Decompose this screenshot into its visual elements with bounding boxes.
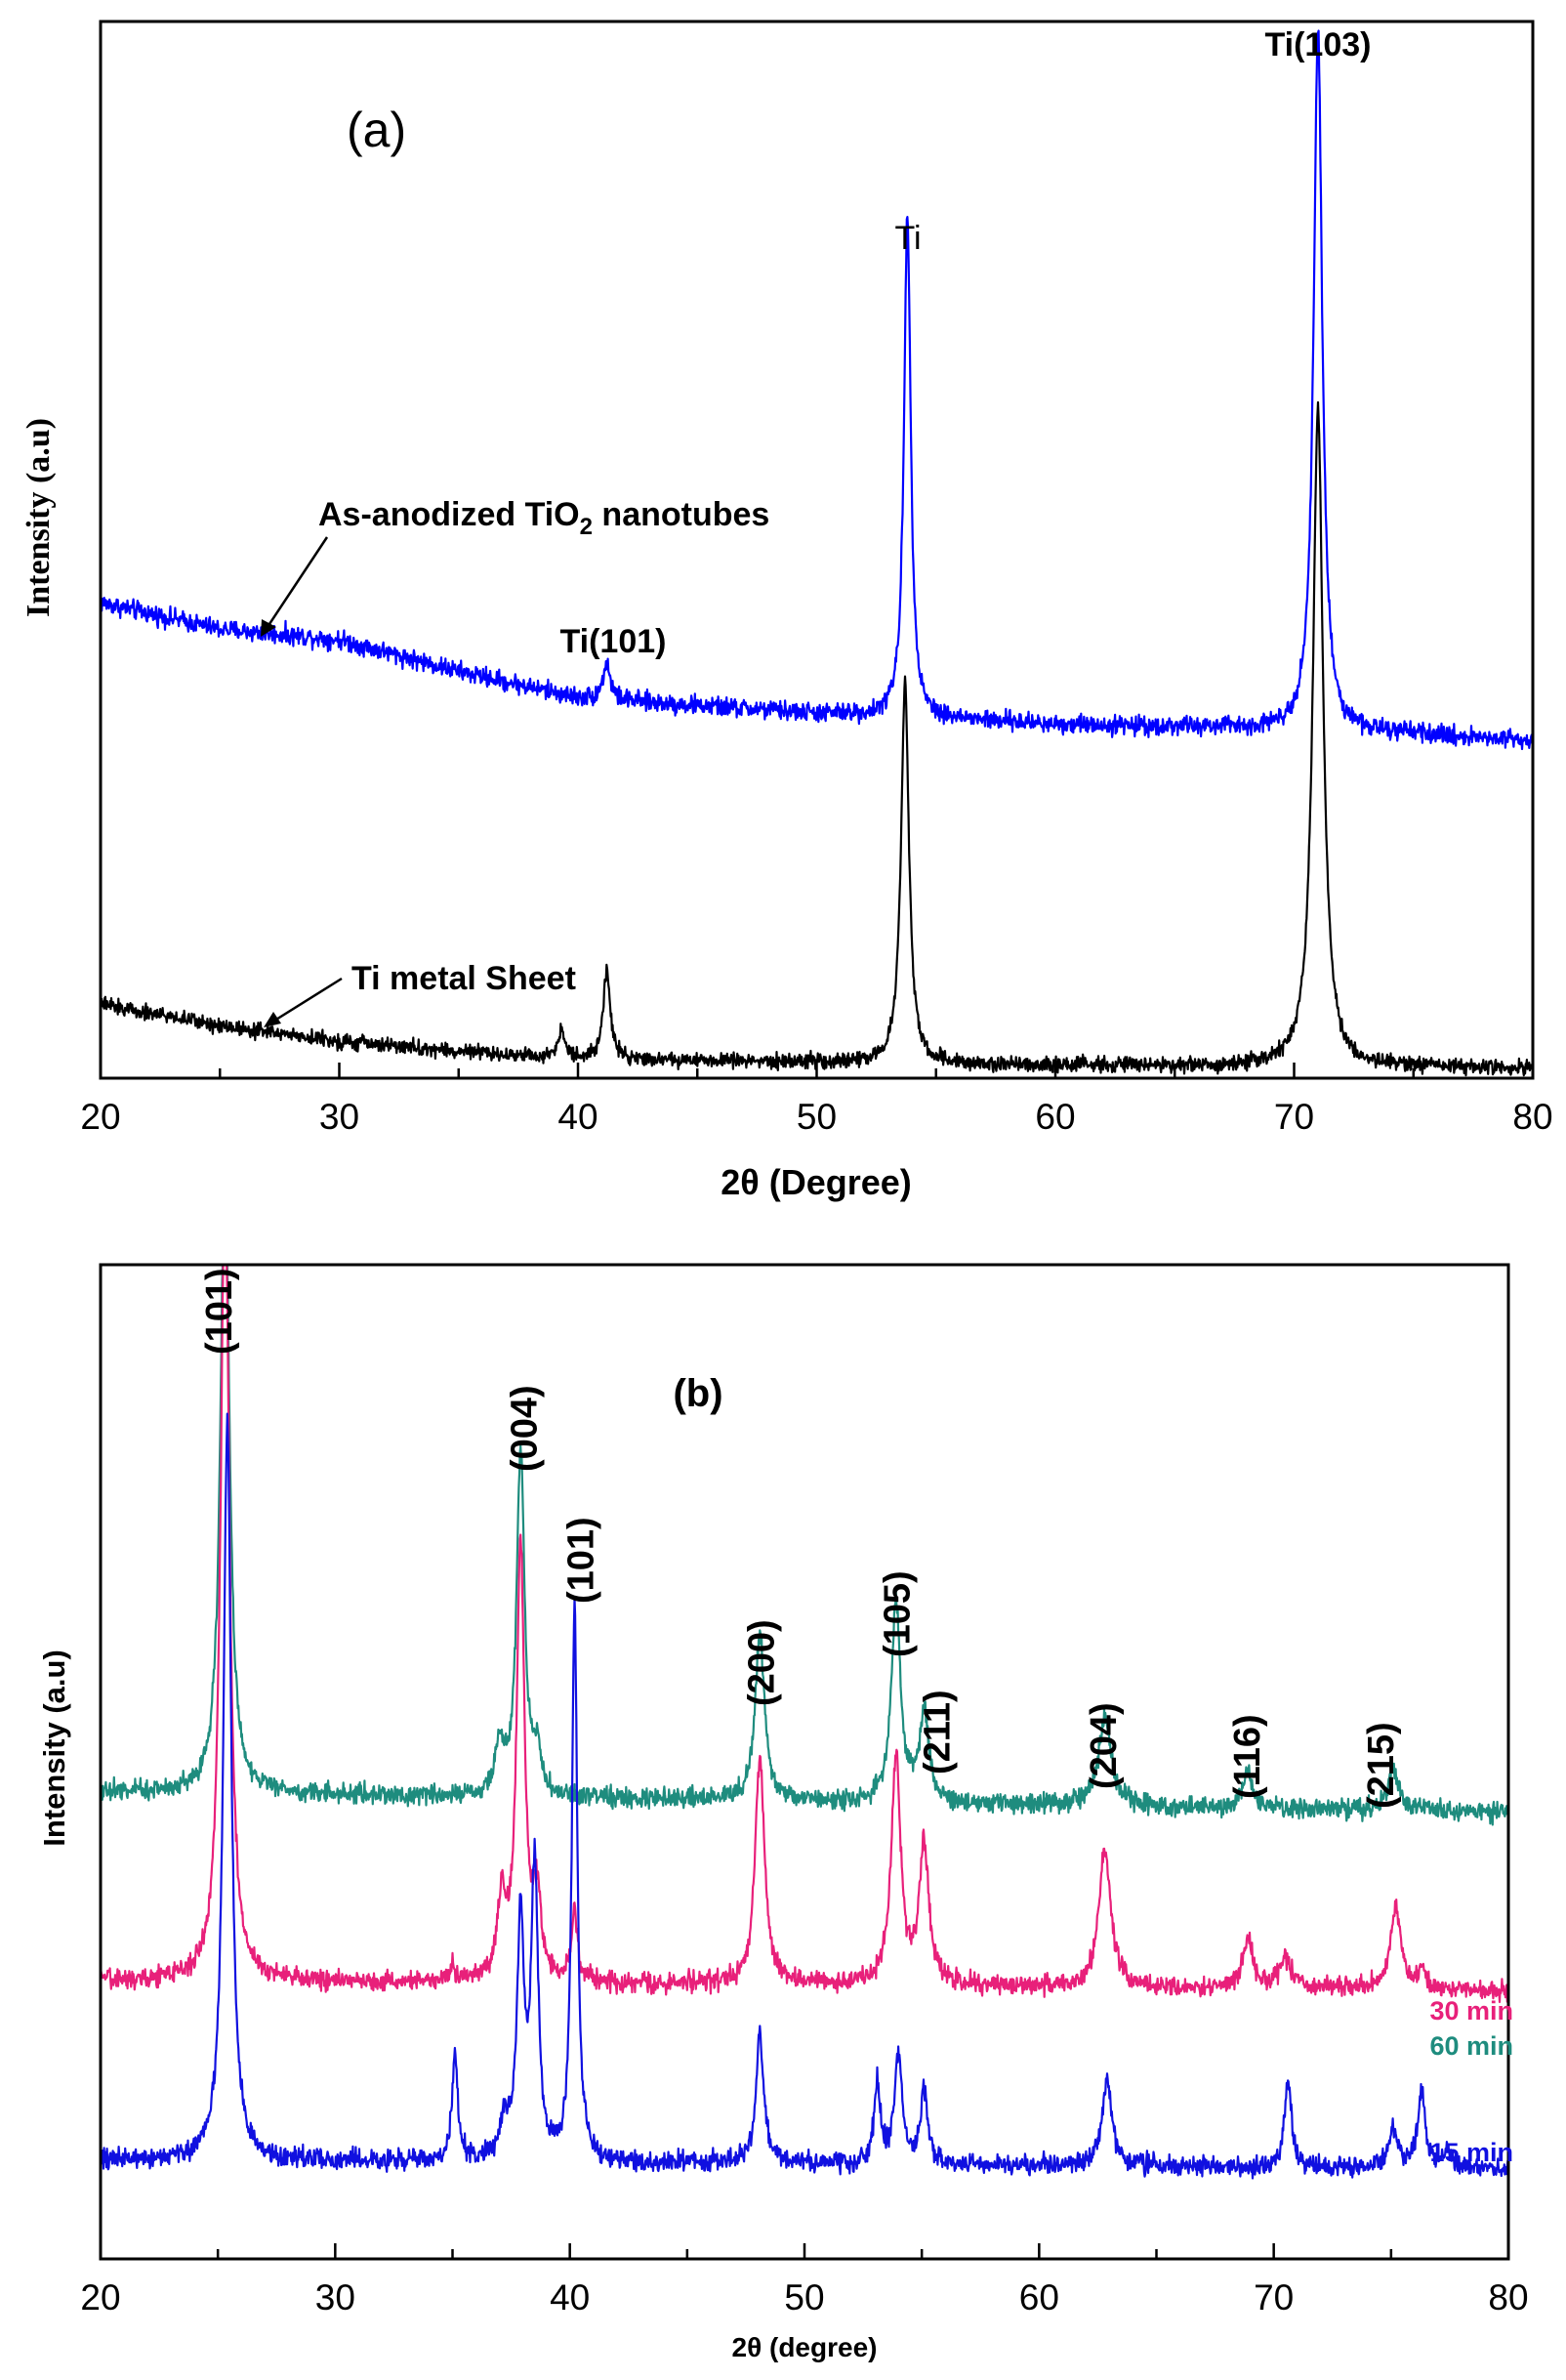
peak-label: (004): [505, 1385, 546, 1472]
panel-a-y-axis-title: Intensity (a.u): [21, 418, 57, 617]
x-tick-label: 50: [784, 2277, 824, 2317]
panel-b-plot-frame: [99, 1263, 1510, 2261]
peak-label: (101): [199, 1268, 240, 1355]
legend-60-min: 60 min: [1429, 2031, 1513, 2061]
series-line-as-anodized-tio2-nanotubes: [99, 29, 1535, 751]
peak-label: (215): [1361, 1722, 1402, 1809]
x-tick-label: 50: [797, 1097, 837, 1137]
x-tick-label: 30: [315, 2277, 355, 2317]
panel-a-x-axis-title: 2θ (Degree): [721, 1162, 912, 1202]
series-line-15-min: [99, 1412, 1510, 2180]
peak-label: (116): [1227, 1714, 1268, 1799]
x-tick-label: 80: [1512, 1097, 1552, 1137]
peak-label: (105): [878, 1570, 919, 1657]
panel-b-y-axis-title: Intensity (a.u): [37, 1649, 71, 1847]
series-line-30-min: [99, 1263, 1510, 2004]
peak-label: (211): [918, 1690, 959, 1775]
panel-a-ticks: 20 30 40 50 60 70 80: [80, 1063, 1553, 1137]
legend-30-min-visible: 30 min: [1429, 1996, 1513, 2025]
panel-b-peak-labels: (101) (004) (101) (200) (105) (211) (204) (116)…: [199, 1268, 1402, 1809]
x-tick-label: 20: [80, 1097, 120, 1137]
arrow-ti-sheet: [270, 977, 343, 1024]
annotation-ti-sheet: Ti metal Sheet: [351, 960, 576, 997]
annotation-nanotubes: As-anodized TiO2 nanotubes: [318, 496, 769, 540]
annotation-nanotubes-prefix: As-anodized TiO: [318, 496, 580, 533]
x-tick-label: 70: [1274, 1097, 1314, 1137]
series-line-ti-metal-sheet: [99, 400, 1534, 1077]
panel-b: 20 30 40 50 60 70 80 (101) (004) (101) (200) (105)…: [37, 1263, 1529, 2362]
annotation-nanotubes-suffix: nanotubes: [593, 496, 769, 533]
arrowhead-ti-sheet: [264, 1012, 281, 1027]
annotation-nanotubes-subscript: 2: [580, 514, 593, 540]
x-tick-label: 60: [1035, 1097, 1075, 1137]
arrow-nanotubes: [264, 536, 329, 631]
peak-label: (200): [741, 1619, 782, 1706]
arrowhead-nanotubes: [261, 619, 276, 637]
annotation-ti: Ti: [894, 220, 921, 257]
x-tick-label: 60: [1019, 2277, 1059, 2317]
panel-b-ticks: 20 30 40 50 60 70 80: [80, 2243, 1529, 2317]
peak-label: (101): [560, 1517, 601, 1604]
x-tick-label: 30: [319, 1097, 359, 1137]
x-tick-label: 40: [550, 2277, 590, 2317]
annotation-ti101: Ti(101): [560, 623, 667, 660]
x-tick-label: 20: [80, 2277, 120, 2317]
legend-15-min: 15 min: [1429, 2138, 1513, 2167]
x-tick-label: 70: [1254, 2277, 1294, 2317]
x-tick-label: 80: [1488, 2277, 1528, 2317]
panel-a: 20 30 40 50 60 70 80 (a) 2θ (Degree) Intensity…: [21, 20, 1553, 1202]
series-line-60-min: [99, 1263, 1510, 1826]
annotation-ti103: Ti(103): [1265, 26, 1372, 63]
panel-a-plot-frame: [99, 20, 1535, 1080]
panel-a-label: (a): [347, 103, 406, 157]
panel-b-series: [99, 1263, 1510, 2180]
x-tick-label: 40: [557, 1097, 598, 1137]
peak-label: (204): [1084, 1702, 1125, 1789]
panel-b-label: (b): [673, 1372, 722, 1415]
panel-b-x-axis-title: 2θ (degree): [732, 2332, 878, 2362]
